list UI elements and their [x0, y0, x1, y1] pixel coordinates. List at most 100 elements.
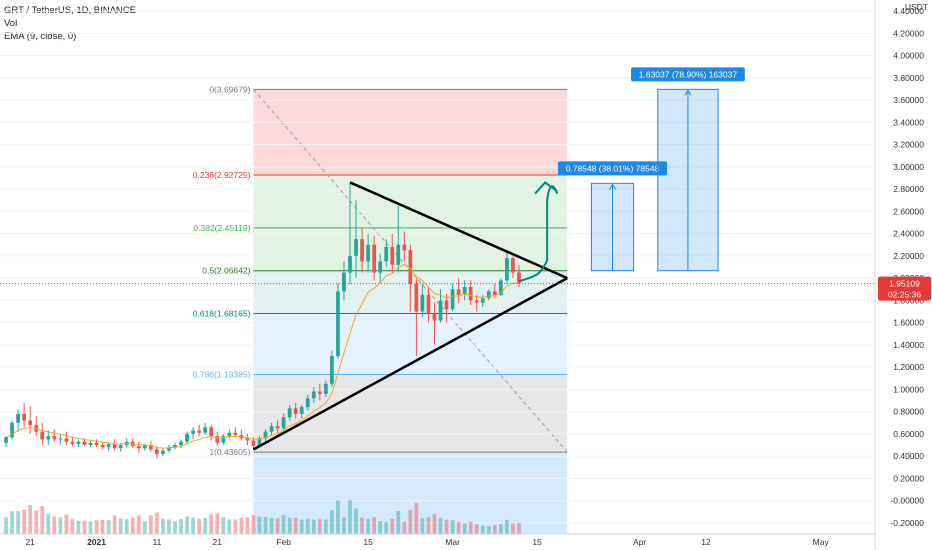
volume-bar	[136, 515, 141, 534]
volume-bar	[76, 520, 81, 534]
candle-body	[40, 431, 45, 440]
volume-bar	[390, 518, 395, 534]
volume-bar	[197, 518, 202, 534]
candle-body	[456, 289, 461, 295]
candle-body	[474, 300, 479, 303]
candle-body	[179, 441, 183, 445]
volume-bar	[46, 513, 51, 534]
volume-bar	[372, 517, 377, 534]
triangle-upper-trendline	[349, 181, 568, 280]
price-tick-label: 0.80000	[893, 407, 924, 417]
candle-body	[281, 417, 286, 429]
volume-bar	[58, 517, 63, 534]
volume-bar	[191, 517, 195, 534]
volume-bar	[305, 518, 310, 534]
candle-body	[408, 250, 413, 284]
volume-bar	[450, 520, 455, 534]
volume-bar	[505, 519, 509, 534]
volume-bar	[227, 519, 232, 534]
volume-bar	[281, 515, 286, 534]
time-tick-label: 12	[701, 537, 711, 547]
time-tick-label: 11	[152, 537, 161, 547]
candle-body	[58, 438, 63, 440]
time-tick-label: May	[813, 537, 830, 547]
candle-body	[462, 287, 467, 295]
candle-body	[64, 438, 69, 442]
volume-bar	[287, 517, 292, 534]
fib-level-label: 0.382(2.45119)	[193, 223, 250, 233]
candle-body	[4, 437, 8, 443]
candle-body	[360, 239, 364, 262]
volume-bar	[480, 525, 485, 534]
volume-bar	[311, 519, 316, 534]
candle-body	[215, 436, 220, 443]
price-range-label-bg	[631, 67, 745, 82]
candle-body	[100, 445, 105, 448]
price-tick-label: 4.40000	[893, 6, 924, 16]
fib-level-label: 0.786(1.13385)	[193, 369, 251, 379]
volume-bar	[474, 524, 479, 534]
volume-bar	[426, 517, 431, 534]
volume-bar	[444, 519, 449, 534]
time-tick-label: Mar	[445, 537, 460, 547]
candle-body	[299, 407, 304, 414]
candle-body	[173, 445, 177, 448]
candle-body	[275, 426, 280, 429]
time-axis: 21 2021 11 21 Feb 15 Mar 15 Apr 12 May	[0, 533, 875, 547]
volume-bar	[498, 524, 503, 534]
volume-bar	[517, 523, 521, 534]
candle-body	[505, 258, 509, 281]
candle-body	[342, 272, 346, 292]
candle-body	[432, 313, 437, 321]
candle-body	[148, 445, 153, 450]
volume-bar	[456, 521, 461, 534]
time-tick-label: 2021	[87, 537, 106, 547]
candle-body	[492, 291, 497, 295]
time-tick-label: 15	[363, 537, 373, 547]
time-tick-label: 21	[25, 537, 35, 547]
volume-bar	[317, 519, 322, 534]
candle-body	[390, 246, 395, 265]
price-range-arrowhead	[609, 183, 616, 190]
volume-bar	[112, 515, 117, 534]
volume-bar	[366, 518, 370, 534]
price-tick-label: 3.60000	[893, 95, 924, 105]
candle-body	[88, 442, 93, 445]
candle-body	[52, 436, 57, 440]
fib-level-label: 1(0.43605)	[209, 447, 250, 457]
candle-body	[426, 294, 431, 314]
candle-body	[486, 291, 491, 299]
fib-zone	[253, 174, 568, 228]
volume-bar	[293, 517, 298, 534]
candle-body	[414, 283, 419, 312]
volume-bar	[94, 520, 99, 534]
volume-bar	[468, 521, 473, 534]
volume-bar	[34, 510, 39, 534]
volume-bar	[408, 510, 413, 534]
volume-bar	[275, 518, 280, 534]
price-range-label-bg	[557, 161, 668, 176]
candle-body	[336, 291, 340, 356]
fib-level-label: 0.236(2.92725)	[193, 170, 251, 180]
volume-bar	[486, 526, 491, 534]
volume-bar	[10, 511, 14, 534]
candle-body	[161, 450, 165, 454]
volume-bar	[64, 514, 69, 534]
candle-body	[221, 436, 226, 443]
volume-bar	[378, 521, 383, 534]
volume-bar	[462, 523, 467, 534]
volume-bar	[142, 521, 147, 534]
candle-body	[366, 244, 370, 262]
price-tick-label: 2.80000	[893, 184, 924, 194]
candle-body	[22, 413, 27, 421]
chart-legend: GRT / TetherUS, 1D, BINANCE Vol EMA (9, …	[4, 4, 136, 43]
volume-bar	[82, 520, 87, 534]
candle-body	[185, 433, 189, 442]
volume-bar	[209, 514, 214, 534]
volume-bar	[336, 500, 340, 534]
volume-bar	[269, 518, 274, 534]
time-tick-label: 21	[213, 537, 223, 547]
candle-body	[498, 280, 503, 295]
currency-label: USDT	[905, 2, 928, 12]
